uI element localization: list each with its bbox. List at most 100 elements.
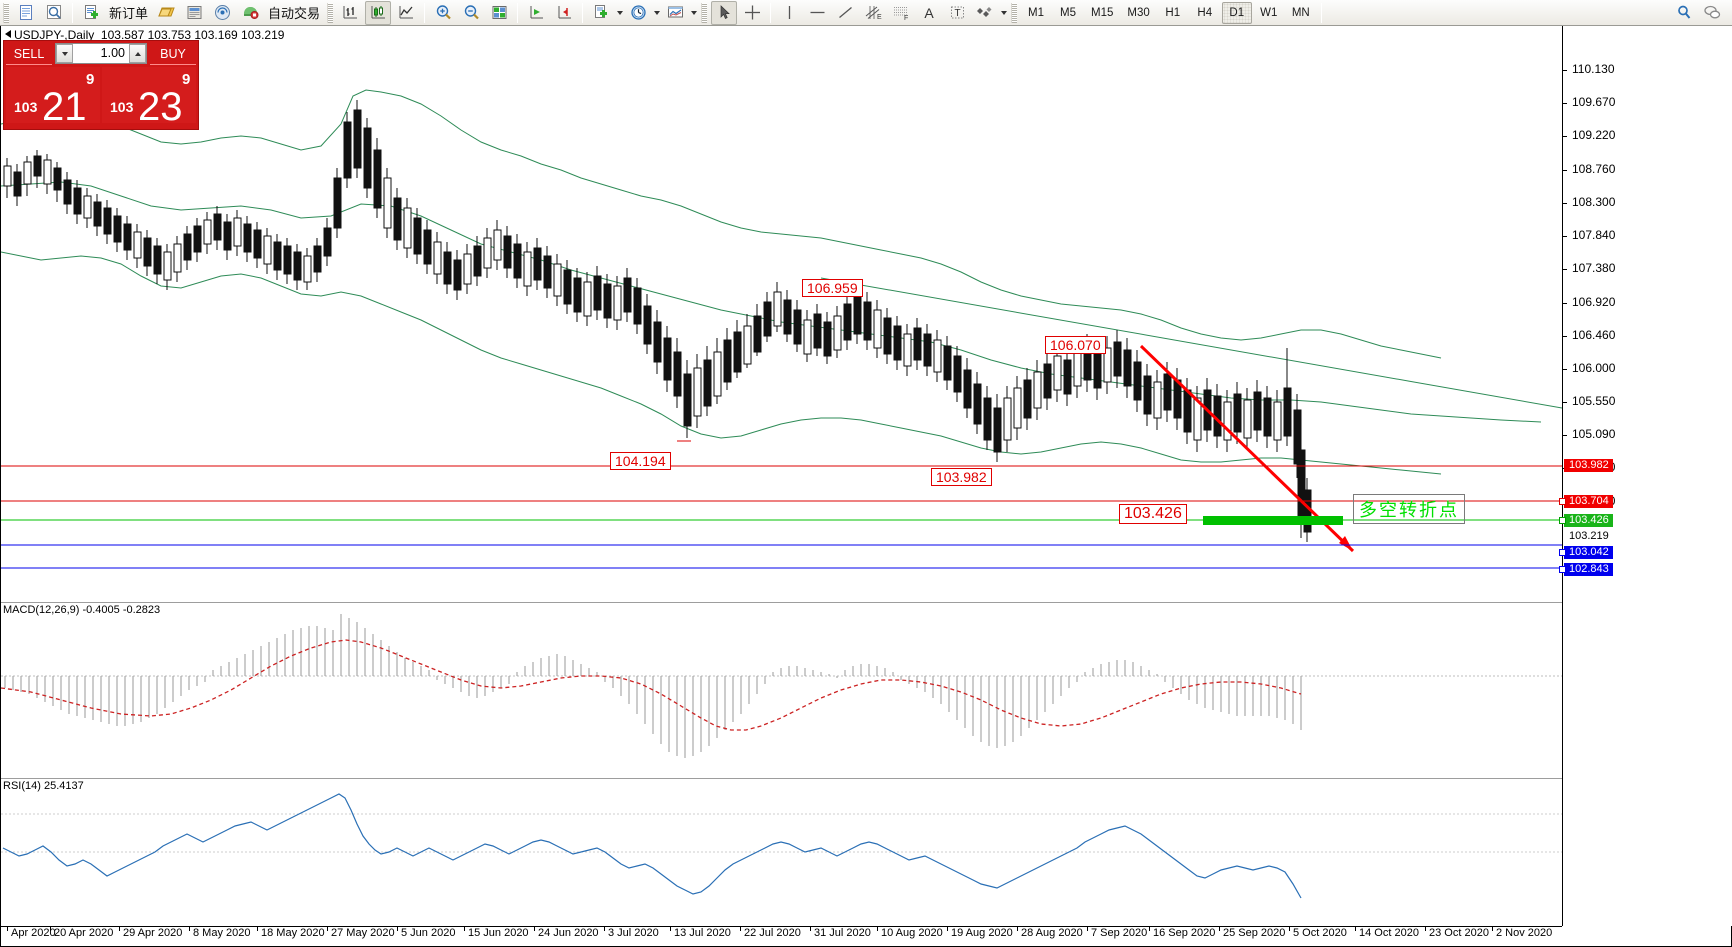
search-icon[interactable] <box>1671 1 1697 25</box>
autotrading-label[interactable]: 自动交易 <box>268 6 321 21</box>
x-tick-9: 3 Jul 2020 <box>604 926 659 939</box>
main-toolbar: 新订单 自动交易 <box>0 0 1732 26</box>
timeframe-h1[interactable]: H1 <box>1165 6 1181 19</box>
chart-window: USDJPY-,Daily 103.587 103.753 103.169 10… <box>0 26 1732 947</box>
price-badge-103042[interactable]: 103.042 <box>1564 546 1613 559</box>
add-indicator-icon[interactable] <box>588 1 614 25</box>
zoom-out-icon[interactable] <box>458 1 484 25</box>
x-tick-16: 7 Sep 2020 <box>1087 926 1147 939</box>
crosshair-icon[interactable] <box>739 1 765 25</box>
add-indicator-dropdown-arrow[interactable] <box>615 11 624 15</box>
sell-price-quote[interactable]: 103 21 9 <box>6 67 100 127</box>
price-badge-102843[interactable]: 102.843 <box>1564 563 1613 576</box>
volume-decrease-button[interactable] <box>56 44 73 63</box>
one-click-trading-panel[interactable]: SELL 1.00 BUY 103 21 9 103 23 9 <box>3 40 199 130</box>
price-annotation-103982[interactable]: 103.982 <box>931 468 992 486</box>
toolbar-grip-4[interactable] <box>1011 2 1018 23</box>
timeframe-m15[interactable]: M15 <box>1091 6 1114 19</box>
macd-pane[interactable] <box>1 604 1562 780</box>
period-icon[interactable] <box>625 1 651 25</box>
new-order-label[interactable]: 新订单 <box>109 6 149 21</box>
equidistant-channel-icon[interactable]: E <box>860 1 886 25</box>
x-tick-21: 23 Oct 2020 <box>1425 926 1489 939</box>
label-icon[interactable]: T <box>944 1 970 25</box>
templates-icon[interactable] <box>662 1 688 25</box>
market-watch-icon[interactable] <box>41 1 67 25</box>
hline-icon[interactable] <box>804 1 830 25</box>
svg-text:F: F <box>904 15 908 21</box>
x-tick-2: 29 Apr 2020 <box>119 926 182 939</box>
x-tick-13: 10 Aug 2020 <box>877 926 943 939</box>
fibonacci-icon[interactable]: F <box>888 1 914 25</box>
cursor-icon[interactable] <box>711 0 738 25</box>
bar-chart-icon[interactable] <box>337 1 363 25</box>
new-order-icon[interactable] <box>78 1 104 25</box>
trade-panel-quotes: 103 21 9 103 23 9 <box>4 67 198 127</box>
toolbar-divider-4 <box>582 2 584 23</box>
candlestick-icon[interactable] <box>365 0 392 25</box>
chat-icon[interactable] <box>1699 1 1725 25</box>
period-dropdown-arrow[interactable] <box>652 11 661 15</box>
timeframe-m30[interactable]: M30 <box>1127 6 1150 19</box>
tile-windows-icon[interactable] <box>486 1 512 25</box>
folder-icon[interactable] <box>153 1 179 25</box>
toolbar-divider-5 <box>770 2 772 23</box>
price-annotation-106070[interactable]: 106.070 <box>1045 336 1106 354</box>
price-badge-103219[interactable]: 103.219 <box>1569 530 1609 542</box>
price-line-handle-103042[interactable] <box>1559 549 1566 556</box>
buy-price-quote[interactable]: 103 23 9 <box>102 67 196 127</box>
shift-end-icon[interactable] <box>551 1 577 25</box>
price-annotation-106959[interactable]: 106.959 <box>802 279 863 297</box>
date-axis[interactable]: Apr 2020 20 Apr 2020 29 Apr 2020 8 May 2… <box>1 926 1562 946</box>
buy-price-pips: 23 <box>138 85 183 129</box>
line-chart-icon[interactable] <box>393 1 419 25</box>
toolbar-divider-6 <box>1320 2 1322 23</box>
zoom-in-icon[interactable] <box>430 1 456 25</box>
rsi-canvas <box>1 793 1562 899</box>
sell-button[interactable]: SELL <box>6 43 52 65</box>
timeframe-mn[interactable]: MN <box>1291 6 1310 19</box>
price-line-handle-103704[interactable] <box>1559 498 1566 505</box>
x-tick-14: 19 Aug 2020 <box>947 926 1013 939</box>
x-tick-15: 28 Aug 2020 <box>1017 926 1083 939</box>
terminal-icon[interactable] <box>181 1 207 25</box>
new-chart-icon[interactable] <box>13 1 39 25</box>
toolbar-grip-3[interactable] <box>701 2 708 23</box>
price-annotation-104194[interactable]: 104.194 <box>610 452 671 470</box>
x-tick-17: 16 Sep 2020 <box>1149 926 1215 939</box>
symbol-expand-icon[interactable] <box>5 30 11 38</box>
volume-value[interactable]: 1.00 <box>100 46 125 60</box>
text-icon[interactable]: A <box>924 4 934 21</box>
volume-stepper[interactable]: 1.00 <box>55 43 147 64</box>
shift-start-icon[interactable] <box>523 1 549 25</box>
price-line-handle-102843[interactable] <box>1559 566 1566 573</box>
autotrading-icon[interactable] <box>237 1 263 25</box>
price-badge-103426[interactable]: 103.426 <box>1564 514 1613 527</box>
price-annotation-103426[interactable]: 103.426 <box>1119 504 1187 524</box>
toolbar-grip-2[interactable] <box>327 2 334 23</box>
timeframe-m1[interactable]: M1 <box>1028 6 1045 19</box>
vline-icon[interactable] <box>776 1 802 25</box>
x-tick-5: 27 May 2020 <box>327 926 395 939</box>
timeframe-h4[interactable]: H4 <box>1197 6 1213 19</box>
signal-icon[interactable] <box>209 1 235 25</box>
timeframe-m5[interactable]: M5 <box>1060 6 1077 19</box>
price-axis[interactable]: 110.130 109.670 109.220 108.760 108.300 … <box>1559 26 1732 926</box>
templates-dropdown-arrow[interactable] <box>689 11 698 15</box>
timeframe-w1[interactable]: W1 <box>1260 6 1278 19</box>
x-tick-8: 24 Jun 2020 <box>534 926 599 939</box>
rsi-pane[interactable] <box>1 780 1562 926</box>
price-badge-103704[interactable]: 103.704 <box>1564 495 1613 508</box>
timeframe-d1[interactable]: D1 <box>1221 1 1252 24</box>
price-pane[interactable]: 106.959 106.070 104.194 103.982 103.426 … <box>1 38 1562 604</box>
buy-button[interactable]: BUY <box>150 43 196 65</box>
price-line-handle-103426[interactable] <box>1559 517 1566 524</box>
shapes-icon[interactable] <box>972 1 998 25</box>
turning-point-note[interactable]: 多空转折点 <box>1353 494 1465 524</box>
volume-increase-button[interactable] <box>129 44 146 63</box>
shapes-dropdown-arrow[interactable] <box>999 11 1008 15</box>
trade-panel-header: SELL 1.00 BUY <box>4 41 198 67</box>
trendline-icon[interactable] <box>832 1 858 25</box>
price-badge-103982[interactable]: 103.982 <box>1564 459 1613 472</box>
toolbar-grip[interactable] <box>3 2 9 23</box>
